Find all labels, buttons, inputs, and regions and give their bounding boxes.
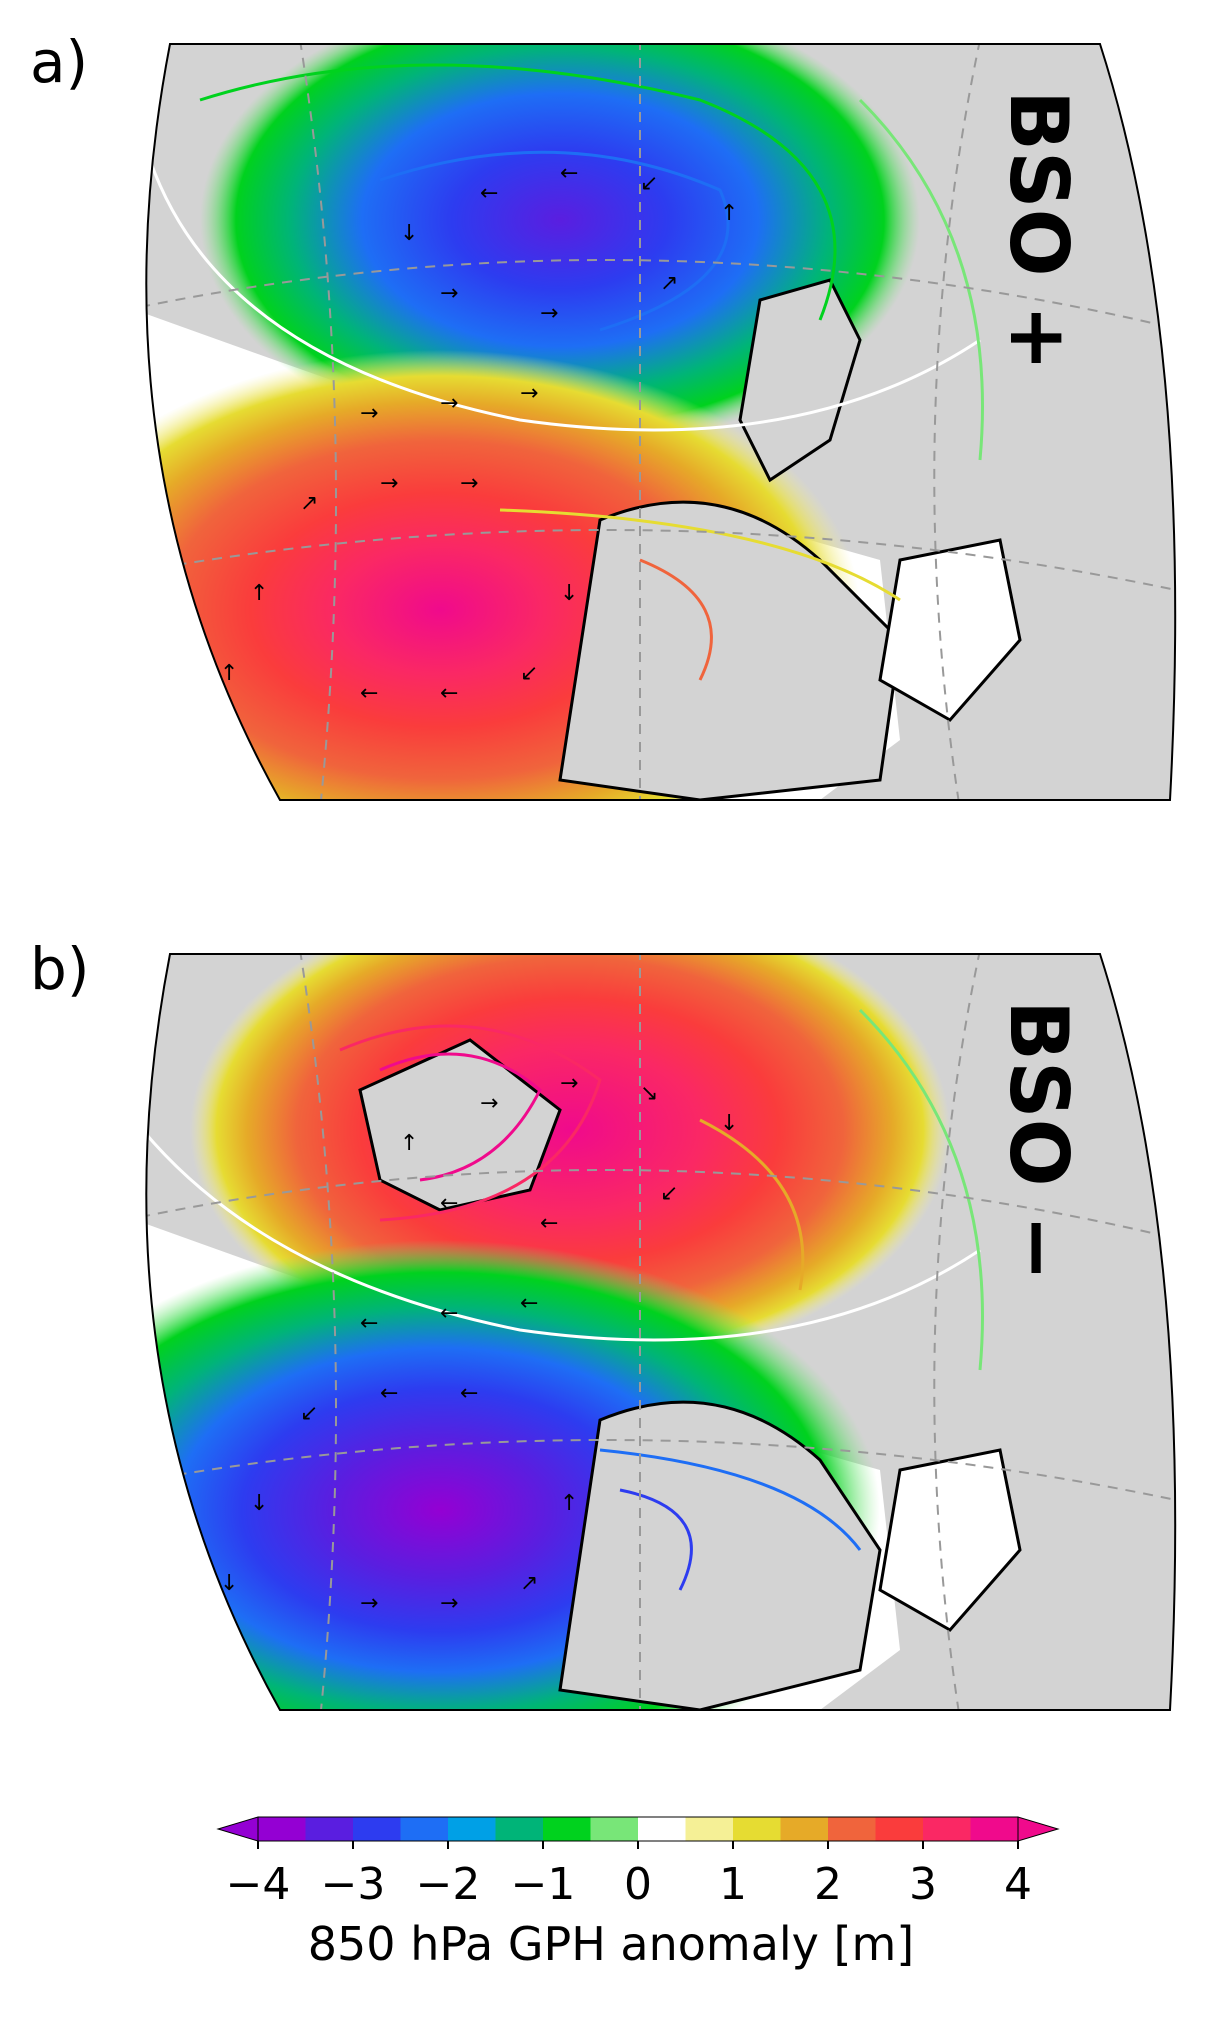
svg-text:↓: ↓ — [560, 581, 578, 606]
panel-b-title: BSO − — [992, 1000, 1085, 1282]
svg-text:←: ← — [360, 1311, 378, 1336]
colorbar-tick-label: 4 — [1004, 1859, 1032, 1910]
svg-text:→: → — [460, 471, 478, 496]
colorbar-segment — [305, 1817, 354, 1841]
svg-text:↗: ↗ — [300, 491, 318, 516]
colorbar-tick-label: 2 — [814, 1859, 842, 1910]
colorbar-tick-label: −2 — [416, 1859, 481, 1910]
svg-text:↓: ↓ — [220, 1571, 238, 1596]
colorbar-segment — [923, 1817, 971, 1841]
africa-ice — [878, 1448, 1022, 1632]
colorbar-segment — [400, 1817, 449, 1841]
svg-text:↗: ↗ — [660, 271, 678, 296]
svg-text:↙: ↙ — [660, 1181, 678, 1206]
svg-text:←: ← — [440, 1191, 458, 1216]
colorbar-segment — [638, 1817, 686, 1841]
colorbar-segment — [733, 1817, 781, 1841]
colorbar-extend-low — [216, 1816, 259, 1842]
svg-text:→: → — [480, 1091, 498, 1116]
colorbar-tick-label: −4 — [226, 1859, 291, 1910]
panel-a-title: BSO + — [992, 90, 1085, 372]
svg-text:←: ← — [440, 1301, 458, 1326]
svg-text:→: → — [560, 1071, 578, 1096]
colorbar: −4 −3 −2 −1 0 1 2 3 4 — [216, 1816, 1060, 1910]
svg-text:↓: ↓ — [720, 1111, 738, 1136]
svg-text:↑: ↑ — [220, 661, 238, 686]
colorbar-segment — [353, 1817, 401, 1841]
colorbar-segment — [543, 1817, 591, 1841]
colorbar-tick-label: 3 — [909, 1859, 937, 1910]
svg-text:→: → — [440, 1591, 458, 1616]
colorbar-segment — [828, 1817, 876, 1841]
map-panel-a: → → → ↗ → → ↑ ↓ ← ← ↙ ↑ ← ← ↙ → → ↗ ↑ ↓ — [145, 43, 1177, 801]
low-anomaly-fill — [200, 44, 920, 450]
map-boundary — [145, 43, 1177, 801]
colorbar-tick-label: −1 — [511, 1859, 576, 1910]
svg-text:→: → — [440, 391, 458, 416]
colorbar-segment — [685, 1817, 734, 1841]
svg-text:↘: ↘ — [640, 1081, 658, 1106]
svg-text:←: ← — [520, 1291, 538, 1316]
svg-text:→: → — [520, 381, 538, 406]
svg-text:↗: ↗ — [520, 1571, 538, 1596]
wind-vectors: → → → ↗ → → ↑ ↓ ← ← ↙ ↑ ← ← ↙ → → ↗ ↑ ↓ — [220, 161, 738, 706]
svg-text:↓: ↓ — [400, 221, 418, 246]
colorbar-segment — [495, 1817, 544, 1841]
colorbar-segment — [780, 1817, 829, 1841]
colorbar-tick-label: 1 — [719, 1859, 747, 1910]
svg-text:←: ← — [380, 1381, 398, 1406]
svg-text:↑: ↑ — [720, 201, 738, 226]
colorbar-segment — [970, 1817, 1019, 1841]
svg-text:→: → — [360, 401, 378, 426]
colorbar-segment — [448, 1817, 496, 1841]
svg-text:→: → — [360, 1591, 378, 1616]
scandinavia-land — [738, 278, 862, 483]
svg-text:→: → — [440, 281, 458, 306]
colorbar-segment — [590, 1817, 639, 1841]
panel-a-label: a) — [30, 28, 89, 96]
colorbar-tick-label: 0 — [624, 1859, 652, 1910]
colorbar-tick-label: −3 — [321, 1859, 386, 1910]
svg-text:←: ← — [440, 681, 458, 706]
svg-text:↙: ↙ — [300, 1401, 318, 1426]
svg-text:↑: ↑ — [400, 1131, 418, 1156]
colorbar-segment — [875, 1817, 924, 1841]
svg-text:←: ← — [360, 681, 378, 706]
colorbar-extend-high — [1017, 1816, 1060, 1842]
svg-text:←: ← — [480, 181, 498, 206]
svg-text:→: → — [540, 301, 558, 326]
svg-text:↙: ↙ — [520, 661, 538, 686]
wind-vectors: ← ← ← ↙ ← ← ↓ ↑ → → ↗ ↓ → → ↘ ← ← ↙ ↓ ↑ — [220, 1071, 738, 1616]
svg-text:←: ← — [460, 1381, 478, 1406]
svg-text:→: → — [380, 471, 398, 496]
contour-lines — [148, 63, 984, 681]
svg-text:←: ← — [560, 161, 578, 186]
map-panel-b: ← ← ← ↙ ← ← ↓ ↑ → → ↗ ↓ → → ↘ ← ← ↙ ↓ ↑ — [145, 953, 1177, 1711]
colorbar-label: 850 hPa GPH anomaly [m] — [307, 1917, 915, 1971]
svg-text:↑: ↑ — [560, 1491, 578, 1516]
colorbar-segment — [258, 1817, 306, 1841]
contour-lines — [146, 1008, 984, 1591]
africa-ice — [878, 538, 1022, 722]
svg-text:↓: ↓ — [250, 1491, 268, 1516]
map-boundary — [145, 953, 1177, 1711]
svg-text:←: ← — [540, 1211, 558, 1236]
svg-text:↙: ↙ — [640, 171, 658, 196]
svg-text:↑: ↑ — [250, 581, 268, 606]
panel-b-label: b) — [30, 935, 90, 1003]
